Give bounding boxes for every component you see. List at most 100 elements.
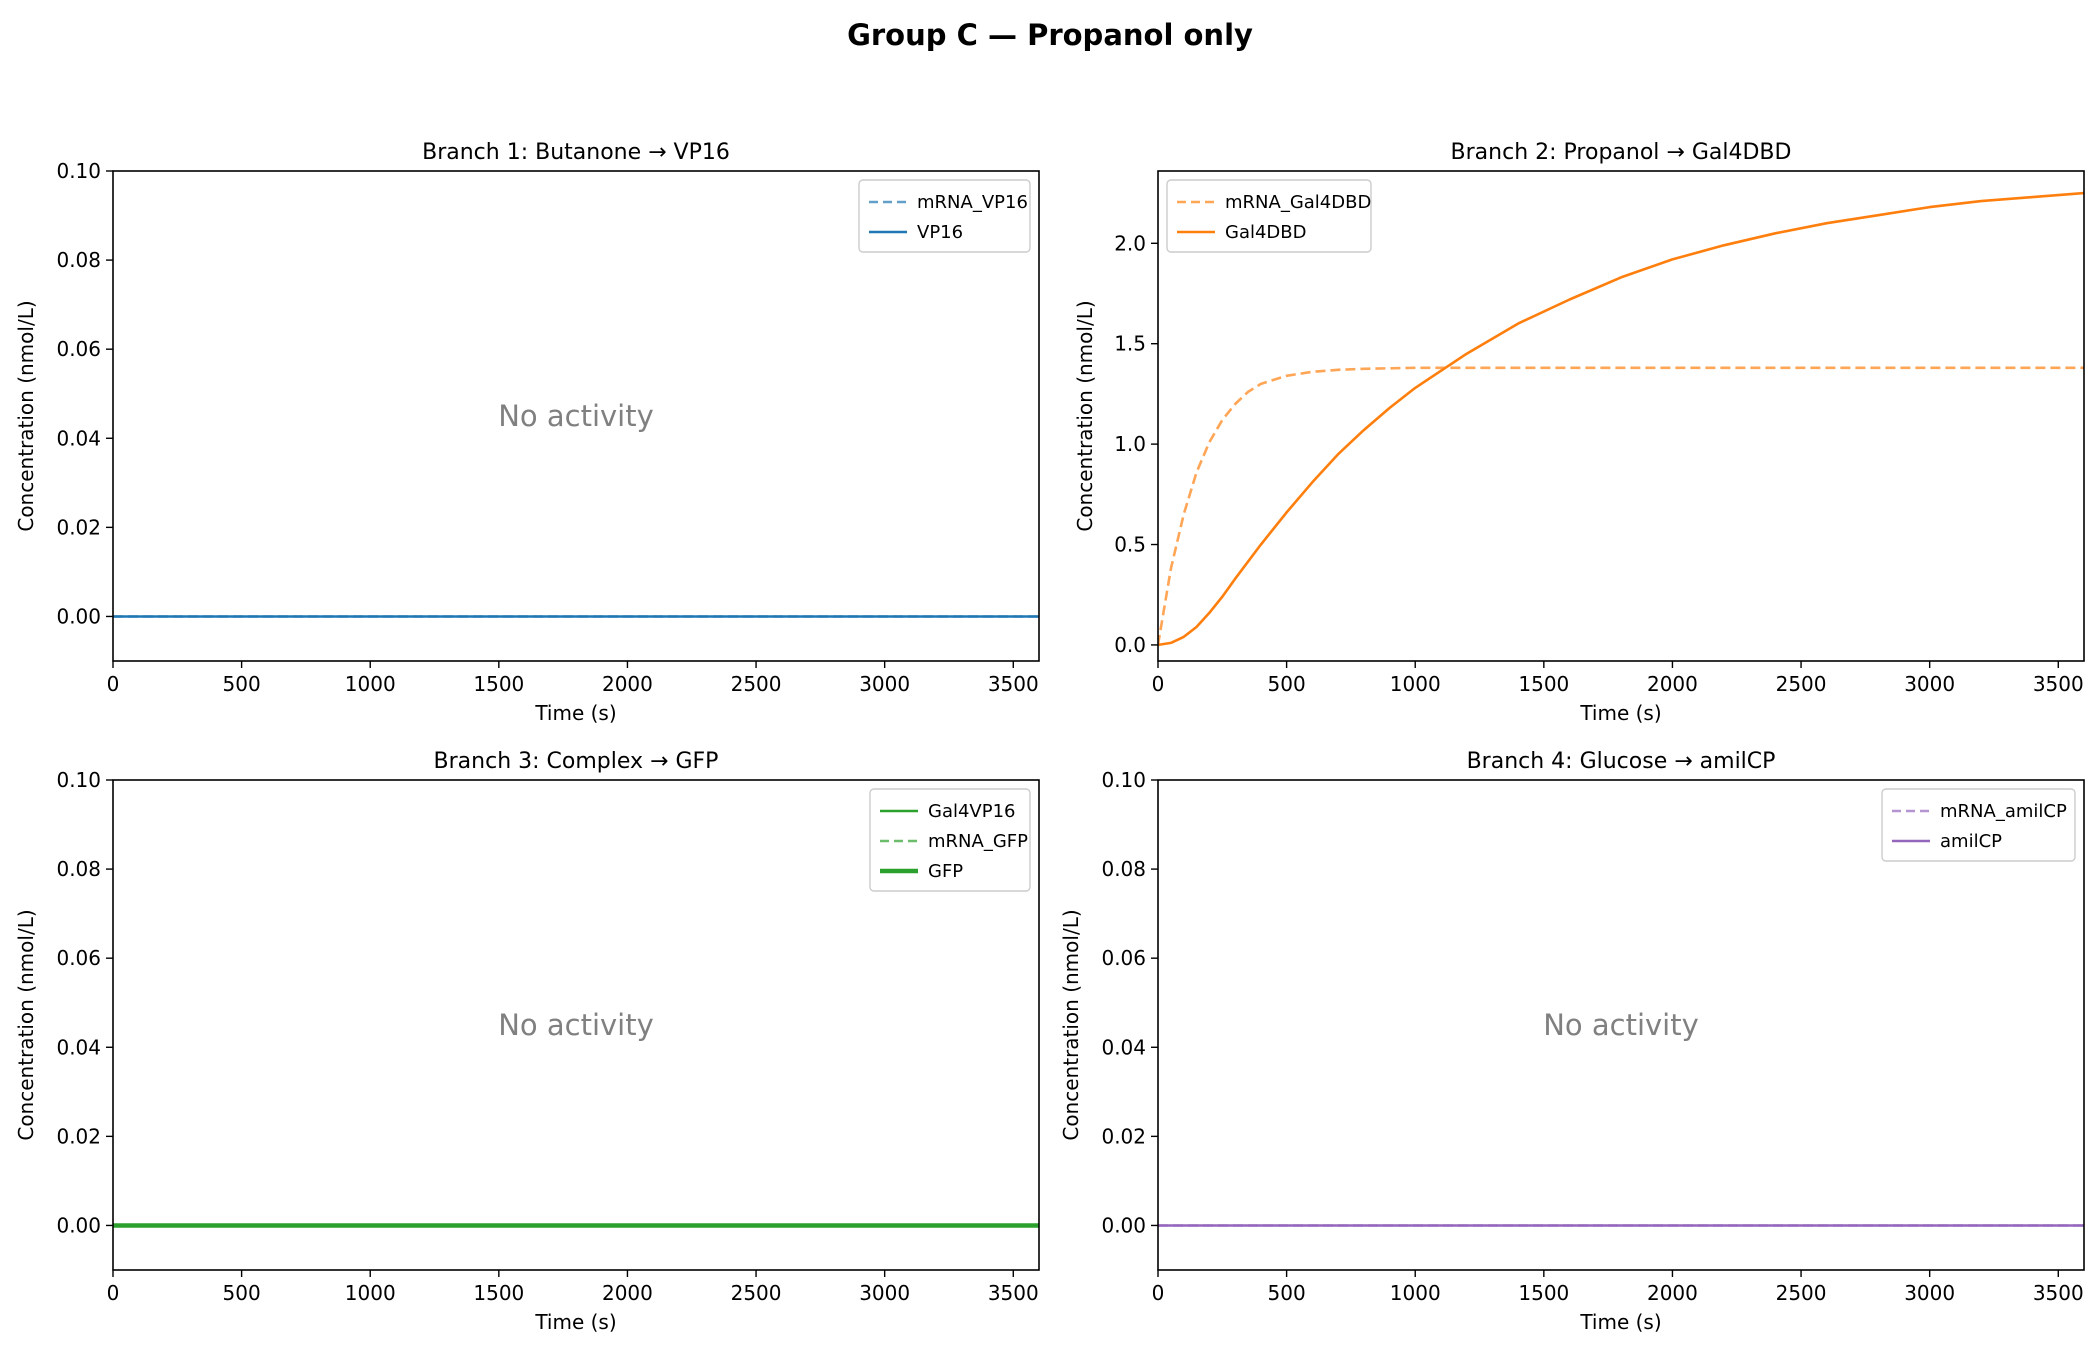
y-tick-label: 0.00	[56, 1213, 101, 1237]
x-axis-label: Time (s)	[1579, 1310, 1661, 1334]
y-tick-label: 0.10	[56, 159, 101, 183]
legend: mRNA_amilCP amilCP	[1881, 788, 2076, 862]
subplot-4: Branch 4: Glucose → amilCP 0 500 1000 1500 20…	[1059, 749, 2085, 1334]
x-tick-label: 1000	[1390, 1281, 1441, 1305]
x-tick-label: 0	[1152, 1281, 1165, 1305]
y-axis-label: Concentration (nmol/L)	[1059, 909, 1083, 1140]
x-axis-label: Time (s)	[534, 1310, 616, 1334]
x-tick-label: 1500	[473, 1281, 524, 1305]
y-tick-label: 0.08	[56, 857, 101, 881]
subplot-3: Branch 3: Complex → GFP 0 500 1000 1500 2000 2…	[14, 749, 1040, 1334]
subplot-1: Branch 1: Butanone → VP16 0 500 1000 1500 200…	[14, 140, 1040, 725]
x-tick-label: 0	[1152, 672, 1165, 696]
x-tick-label: 2000	[602, 672, 653, 696]
y-tick-label: 0.08	[56, 248, 101, 272]
legend-label: amilCP	[1940, 831, 2002, 852]
y-tick-label: 0.08	[1101, 857, 1146, 881]
legend-label: Gal4VP16	[928, 801, 1016, 822]
subplot-title: Branch 3: Complex → GFP	[434, 749, 719, 774]
y-tick-label: 0.0	[1114, 633, 1146, 657]
x-tick-label: 3000	[1904, 672, 1955, 696]
subplot-title: Branch 2: Propanol → Gal4DBD	[1451, 140, 1792, 165]
subplot-2: Branch 2: Propanol → Gal4DBD 0 500 1000 1500…	[1073, 140, 2085, 725]
x-tick-label: 1000	[345, 1281, 396, 1305]
legend-box	[869, 788, 1031, 892]
y-tick-label: 0.04	[56, 1035, 101, 1059]
x-tick-label: 500	[223, 672, 261, 696]
legend-label: mRNA_amilCP	[1940, 801, 2067, 822]
x-tick-label: 1500	[1518, 672, 1569, 696]
legend-box	[1166, 179, 1372, 253]
no-activity-annotation: No activity	[498, 399, 654, 433]
series-line-mrna-gal4dbd	[1158, 366, 2084, 646]
x-tick-label: 3000	[1904, 1281, 1955, 1305]
x-tick-label: 0	[107, 672, 120, 696]
x-tick-label: 2500	[1776, 1281, 1827, 1305]
x-tick-label: 2500	[731, 1281, 782, 1305]
x-tick-label: 2000	[602, 1281, 653, 1305]
legend-label: GFP	[928, 861, 963, 882]
legend-label: mRNA_GFP	[928, 831, 1028, 852]
x-tick-label: 3500	[988, 1281, 1039, 1305]
x-tick-label: 500	[1268, 672, 1306, 696]
legend-box	[858, 179, 1031, 253]
y-tick-label: 0.06	[56, 946, 101, 970]
x-tick-label: 3000	[859, 672, 910, 696]
legend: Gal4VP16 mRNA_GFP GFP	[869, 788, 1031, 892]
no-activity-annotation: No activity	[1543, 1008, 1699, 1042]
x-axis-label: Time (s)	[1579, 701, 1661, 725]
y-tick-label: 0.10	[1101, 768, 1146, 792]
subplot-title: Branch 1: Butanone → VP16	[422, 140, 730, 165]
legend: mRNA_VP16 VP16	[858, 179, 1031, 253]
axes-frame	[112, 779, 1040, 1271]
x-tick-label: 3000	[859, 1281, 910, 1305]
y-tick-label: 1.5	[1114, 332, 1146, 356]
y-tick-label: 0.02	[56, 515, 101, 539]
y-tick-label: 0.10	[56, 768, 101, 792]
legend-label: Gal4DBD	[1225, 222, 1307, 243]
no-activity-annotation: No activity	[498, 1008, 654, 1042]
y-tick-label: 0.00	[1101, 1213, 1146, 1237]
y-tick-label: 0.02	[1101, 1124, 1146, 1148]
legend: mRNA_Gal4DBD Gal4DBD	[1166, 179, 1372, 253]
x-tick-label: 1000	[345, 672, 396, 696]
x-tick-label: 3500	[2033, 672, 2084, 696]
y-axis-label: Concentration (nmol/L)	[14, 909, 38, 1140]
legend-label: mRNA_Gal4DBD	[1225, 192, 1371, 213]
y-tick-label: 0.00	[56, 604, 101, 628]
x-tick-label: 2000	[1647, 672, 1698, 696]
y-axis-label: Concentration (nmol/L)	[1073, 300, 1097, 531]
x-tick-label: 2500	[1776, 672, 1827, 696]
axes-frame	[112, 170, 1040, 662]
y-tick-label: 0.5	[1114, 533, 1146, 557]
legend-label: mRNA_VP16	[917, 192, 1028, 213]
x-tick-label: 3500	[2033, 1281, 2084, 1305]
x-tick-label: 3500	[988, 672, 1039, 696]
x-tick-label: 0	[107, 1281, 120, 1305]
y-tick-label: 0.02	[56, 1124, 101, 1148]
figure-title: Group C — Propanol only	[847, 18, 1253, 52]
y-tick-label: 0.04	[1101, 1035, 1146, 1059]
axes-frame	[1157, 779, 2085, 1271]
y-tick-label: 1.0	[1114, 432, 1146, 456]
x-tick-label: 1500	[473, 672, 524, 696]
y-tick-label: 0.04	[56, 426, 101, 450]
axes-frame	[1157, 170, 2085, 662]
legend-box	[1881, 788, 2076, 862]
x-tick-label: 500	[1268, 1281, 1306, 1305]
x-tick-label: 500	[223, 1281, 261, 1305]
legend-label: VP16	[917, 222, 963, 243]
subplot-title: Branch 4: Glucose → amilCP	[1467, 749, 1776, 774]
series-group	[1158, 191, 2084, 647]
x-tick-label: 1500	[1518, 1281, 1569, 1305]
y-tick-label: 0.06	[56, 337, 101, 361]
y-axis-label: Concentration (nmol/L)	[14, 300, 38, 531]
y-tick-label: 0.06	[1101, 946, 1146, 970]
series-line-gal4dbd	[1158, 191, 2084, 647]
y-tick-label: 2.0	[1114, 231, 1146, 255]
x-axis-label: Time (s)	[534, 701, 616, 725]
x-tick-label: 2000	[1647, 1281, 1698, 1305]
x-tick-label: 1000	[1390, 672, 1441, 696]
